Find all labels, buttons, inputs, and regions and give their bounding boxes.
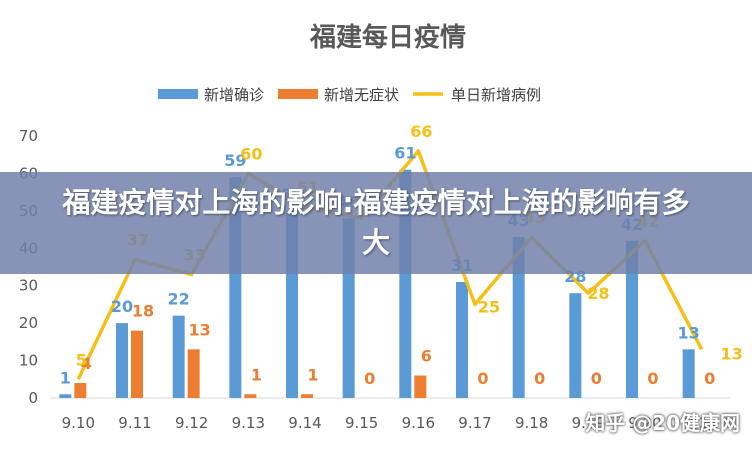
overlay-banner: 福建疫情对上海的影响:福建疫情对上海的影响有多大 <box>0 172 752 274</box>
data-label-new-asymptomatic: 18 <box>132 302 154 321</box>
data-label-daily-cases: 60 <box>240 144 262 163</box>
bar-new-confirmed <box>569 293 582 398</box>
bar-new-asymptomatic <box>301 394 313 398</box>
data-label-new-asymptomatic: 0 <box>534 369 545 388</box>
legend-label: 新增确诊 <box>204 86 264 104</box>
data-label-new-asymptomatic: 13 <box>189 320 211 339</box>
watermark: 知乎 @20健康网 <box>585 411 740 435</box>
x-tick-label: 9.20 <box>628 414 661 432</box>
legend-swatch <box>158 89 198 99</box>
data-label-new-confirmed: 22 <box>168 290 190 309</box>
data-label-daily-cases: 5 <box>76 350 87 369</box>
data-label-new-asymptomatic: 0 <box>364 369 375 388</box>
x-tick-label: 9.13 <box>232 414 265 432</box>
y-tick-label: 30 <box>19 277 38 295</box>
x-axis: 9.10 9.11 9.12 9.13 9.14 9.15 9.16 9.17 9.18 9.19… <box>50 397 730 432</box>
bar-new-confirmed <box>682 349 695 398</box>
legend-label: 新增无症状 <box>324 86 399 104</box>
y-tick-label: 0 <box>28 389 38 407</box>
data-label-new-asymptomatic: 1 <box>307 365 318 384</box>
data-label-daily-cases: 66 <box>410 122 432 141</box>
data-label-new-confirmed: 13 <box>678 323 700 342</box>
bar-new-confirmed <box>59 394 72 398</box>
data-label-new-confirmed: 61 <box>394 144 416 163</box>
data-label-new-confirmed: 1 <box>60 368 71 387</box>
bar-new-confirmed <box>456 281 468 398</box>
data-label-new-asymptomatic: 1 <box>251 365 262 384</box>
data-label-new-asymptomatic: 0 <box>477 369 488 388</box>
bar-new-asymptomatic <box>414 375 427 398</box>
bar-new-confirmed <box>172 315 185 398</box>
data-label-new-confirmed: 20 <box>111 297 133 316</box>
y-tick-label: 20 <box>19 314 38 332</box>
data-label-new-asymptomatic: 6 <box>421 347 432 366</box>
legend-swatch <box>278 89 318 99</box>
x-tick-label: 9.10 <box>62 414 95 432</box>
legend: 新增确诊 新增无症状 单日新增病例 <box>158 86 541 104</box>
bar-new-asymptomatic <box>244 394 257 398</box>
banner-text: 福建疫情对上海的影响:福建疫情对上海的影响有多大 <box>62 186 690 259</box>
data-label-new-confirmed: 59 <box>224 151 246 170</box>
x-tick-label: 9.11 <box>118 414 151 432</box>
bar-new-asymptomatic <box>187 349 200 398</box>
bar-new-asymptomatic <box>131 330 143 398</box>
y-tick-label: 70 <box>19 127 38 145</box>
data-label-daily-cases: 28 <box>587 284 609 303</box>
chart-title: 福建每日疫情 <box>309 22 466 53</box>
data-label-new-asymptomatic: 0 <box>591 369 602 388</box>
legend-label: 单日新增病例 <box>451 86 541 104</box>
bar-new-confirmed <box>512 237 525 398</box>
data-label-daily-cases: 25 <box>478 297 500 316</box>
x-tick-label: 9.12 <box>175 414 208 432</box>
x-tick-label: 9.17 <box>458 414 491 432</box>
bar-new-confirmed <box>626 240 638 398</box>
x-tick-label: 9.14 <box>288 414 321 432</box>
data-label-new-asymptomatic: 0 <box>647 369 658 388</box>
x-tick-label: 9.21 <box>685 414 718 432</box>
x-tick-label: 9.18 <box>515 414 548 432</box>
y-tick-label: 10 <box>19 352 38 370</box>
x-tick-label: 9.15 <box>345 414 378 432</box>
data-label-new-asymptomatic: 4 <box>81 354 92 373</box>
bar-new-asymptomatic <box>74 383 87 398</box>
data-label-new-asymptomatic: 0 <box>704 369 715 388</box>
x-tick-label: 9.19 <box>572 414 605 432</box>
bar-new-confirmed <box>116 323 128 398</box>
data-label-daily-cases: 13 <box>721 344 743 363</box>
x-tick-label: 9.16 <box>402 414 435 432</box>
